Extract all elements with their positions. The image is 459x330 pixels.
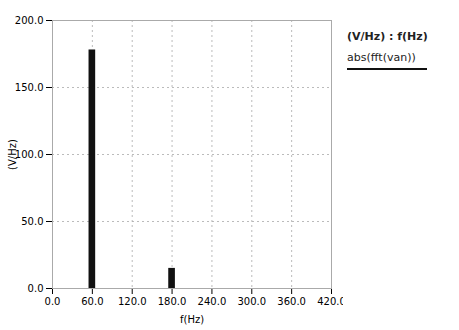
svg-text:420.0: 420.0 — [317, 296, 343, 307]
svg-text:240.0: 240.0 — [198, 296, 227, 307]
svg-text:f(Hz): f(Hz) — [180, 314, 204, 325]
svg-text:60.0: 60.0 — [81, 296, 103, 307]
svg-text:0.0: 0.0 — [45, 296, 61, 307]
svg-text:150.0: 150.0 — [15, 82, 44, 93]
svg-text:(V/Hz): (V/Hz) — [7, 139, 18, 170]
svg-text:360.0: 360.0 — [277, 296, 306, 307]
svg-text:120.0: 120.0 — [118, 296, 147, 307]
html-text:(V/Hz) : f(Hz): (V/Hz) : f(Hz) — [347, 30, 428, 43]
svg-text:180.0: 180.0 — [158, 296, 187, 307]
svg-text:50.0: 50.0 — [21, 216, 43, 227]
html-text:abs(fft(van)): abs(fft(van)) — [347, 51, 416, 64]
svg-text:200.0: 200.0 — [15, 15, 44, 26]
svg-text:0.0: 0.0 — [28, 283, 44, 294]
svg-text:300.0: 300.0 — [237, 296, 266, 307]
svg-text:100.0: 100.0 — [15, 149, 44, 160]
